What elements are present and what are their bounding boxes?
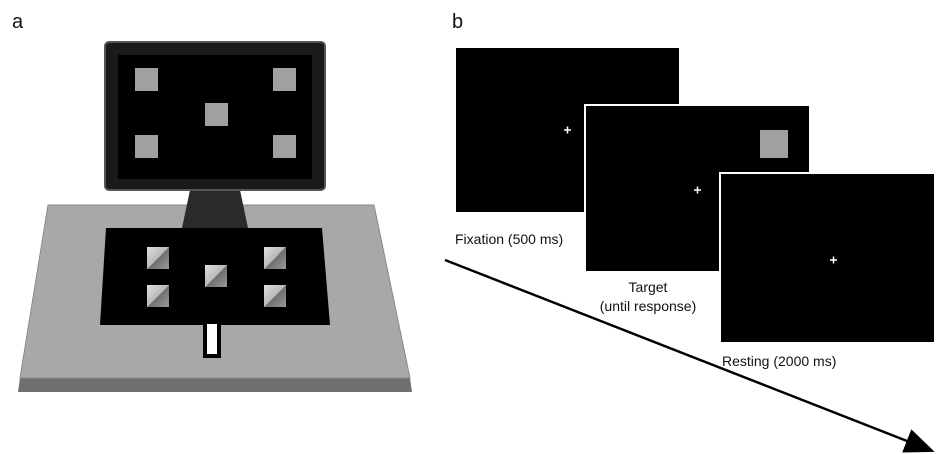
apparatus <box>18 41 412 392</box>
time-arrow <box>444 258 935 453</box>
caption: (until response) <box>600 298 697 314</box>
panel-label: a <box>12 11 24 33</box>
caption: Target <box>629 279 668 295</box>
caption: Resting (2000 ms) <box>722 353 836 369</box>
panel-label: b <box>452 11 463 33</box>
caption: Fixation (500 ms) <box>455 231 563 247</box>
trial-frames <box>454 46 936 344</box>
